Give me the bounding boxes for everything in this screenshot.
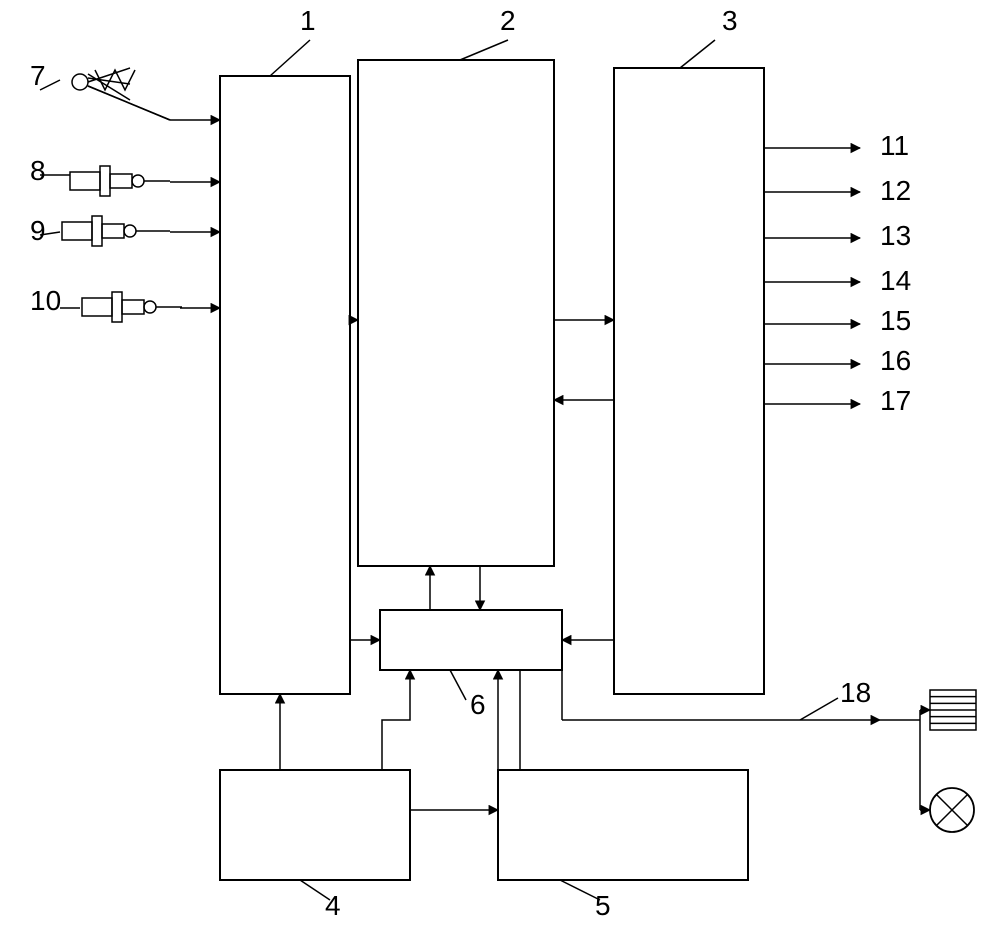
- label-l10: 10: [30, 285, 61, 316]
- label-l7: 7: [30, 60, 46, 91]
- label-l5: 5: [595, 890, 611, 921]
- block-b5: [498, 770, 748, 880]
- label-l12: 12: [880, 175, 911, 206]
- label-l17: 17: [880, 385, 911, 416]
- label-l9: 9: [30, 215, 46, 246]
- block-b6: [380, 610, 562, 670]
- label-l6: 6: [470, 689, 486, 720]
- sensor-7-icon: [72, 74, 88, 90]
- block-b2: [358, 60, 554, 566]
- label-l16: 16: [880, 345, 911, 376]
- block-b3: [614, 68, 764, 694]
- sensor-10-icon: [82, 292, 156, 322]
- label-l4: 4: [325, 890, 341, 921]
- block-b4: [220, 770, 410, 880]
- label-l11: 11: [880, 130, 909, 161]
- sensor-8-icon: [70, 166, 144, 196]
- sensor-9-icon: [62, 216, 136, 246]
- label-l13: 13: [880, 220, 911, 251]
- block-b1: [220, 76, 350, 694]
- label-l14: 14: [880, 265, 911, 296]
- block-diagram: 123456789101112131415161718: [0, 0, 1000, 927]
- label-l18: 18: [840, 677, 871, 708]
- label-l1: 1: [300, 5, 316, 36]
- label-l15: 15: [880, 305, 911, 336]
- label-l8: 8: [30, 155, 46, 186]
- label-l3: 3: [722, 5, 738, 36]
- label-l2: 2: [500, 5, 516, 36]
